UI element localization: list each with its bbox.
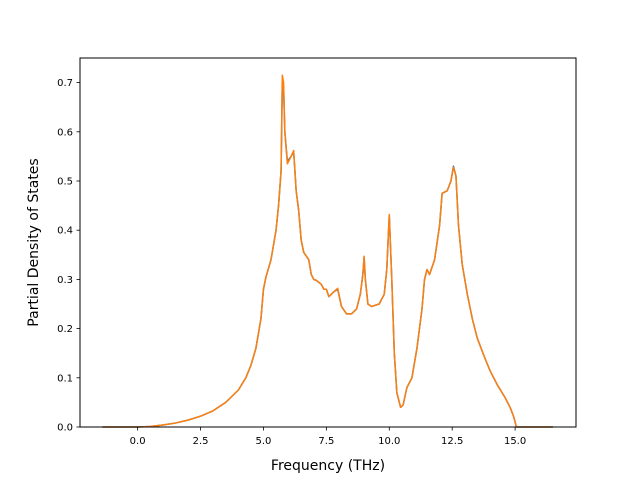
x-tick-label: 7.5 bbox=[318, 436, 334, 447]
x-tick-label: 2.5 bbox=[193, 436, 209, 447]
plot-frame bbox=[79, 57, 577, 428]
y-tick-label: 0.7 bbox=[57, 78, 73, 89]
series-line-1 bbox=[102, 81, 553, 428]
x-axis-ticks: 0.0 2.5 5.0 7.5 10.0 12.5 15.0 bbox=[130, 427, 526, 447]
series-layer bbox=[102, 74, 553, 428]
y-tick-label: 0.0 bbox=[57, 423, 73, 434]
y-tick-label: 0.3 bbox=[57, 275, 73, 286]
y-tick-label: 0.1 bbox=[57, 373, 73, 384]
x-tick-label: 15.0 bbox=[504, 436, 526, 447]
x-tick-label: 5.0 bbox=[255, 436, 271, 447]
y-tick-label: 0.6 bbox=[57, 127, 73, 138]
x-tick-label: 12.5 bbox=[441, 436, 463, 447]
x-tick-label: 0.0 bbox=[130, 436, 146, 447]
y-axis-ticks: 0.0 0.1 0.2 0.3 0.4 0.5 0.6 0.7 bbox=[57, 78, 80, 434]
series-line-2 bbox=[102, 74, 553, 428]
y-tick-label: 0.5 bbox=[57, 177, 73, 188]
x-tick-label: 10.0 bbox=[378, 436, 400, 447]
y-tick-label: 0.4 bbox=[57, 226, 73, 237]
y-axis-label: Partial Density of States bbox=[26, 158, 42, 326]
y-tick-label: 0.2 bbox=[57, 324, 73, 335]
x-axis-label: Frequency (THz) bbox=[271, 458, 385, 474]
